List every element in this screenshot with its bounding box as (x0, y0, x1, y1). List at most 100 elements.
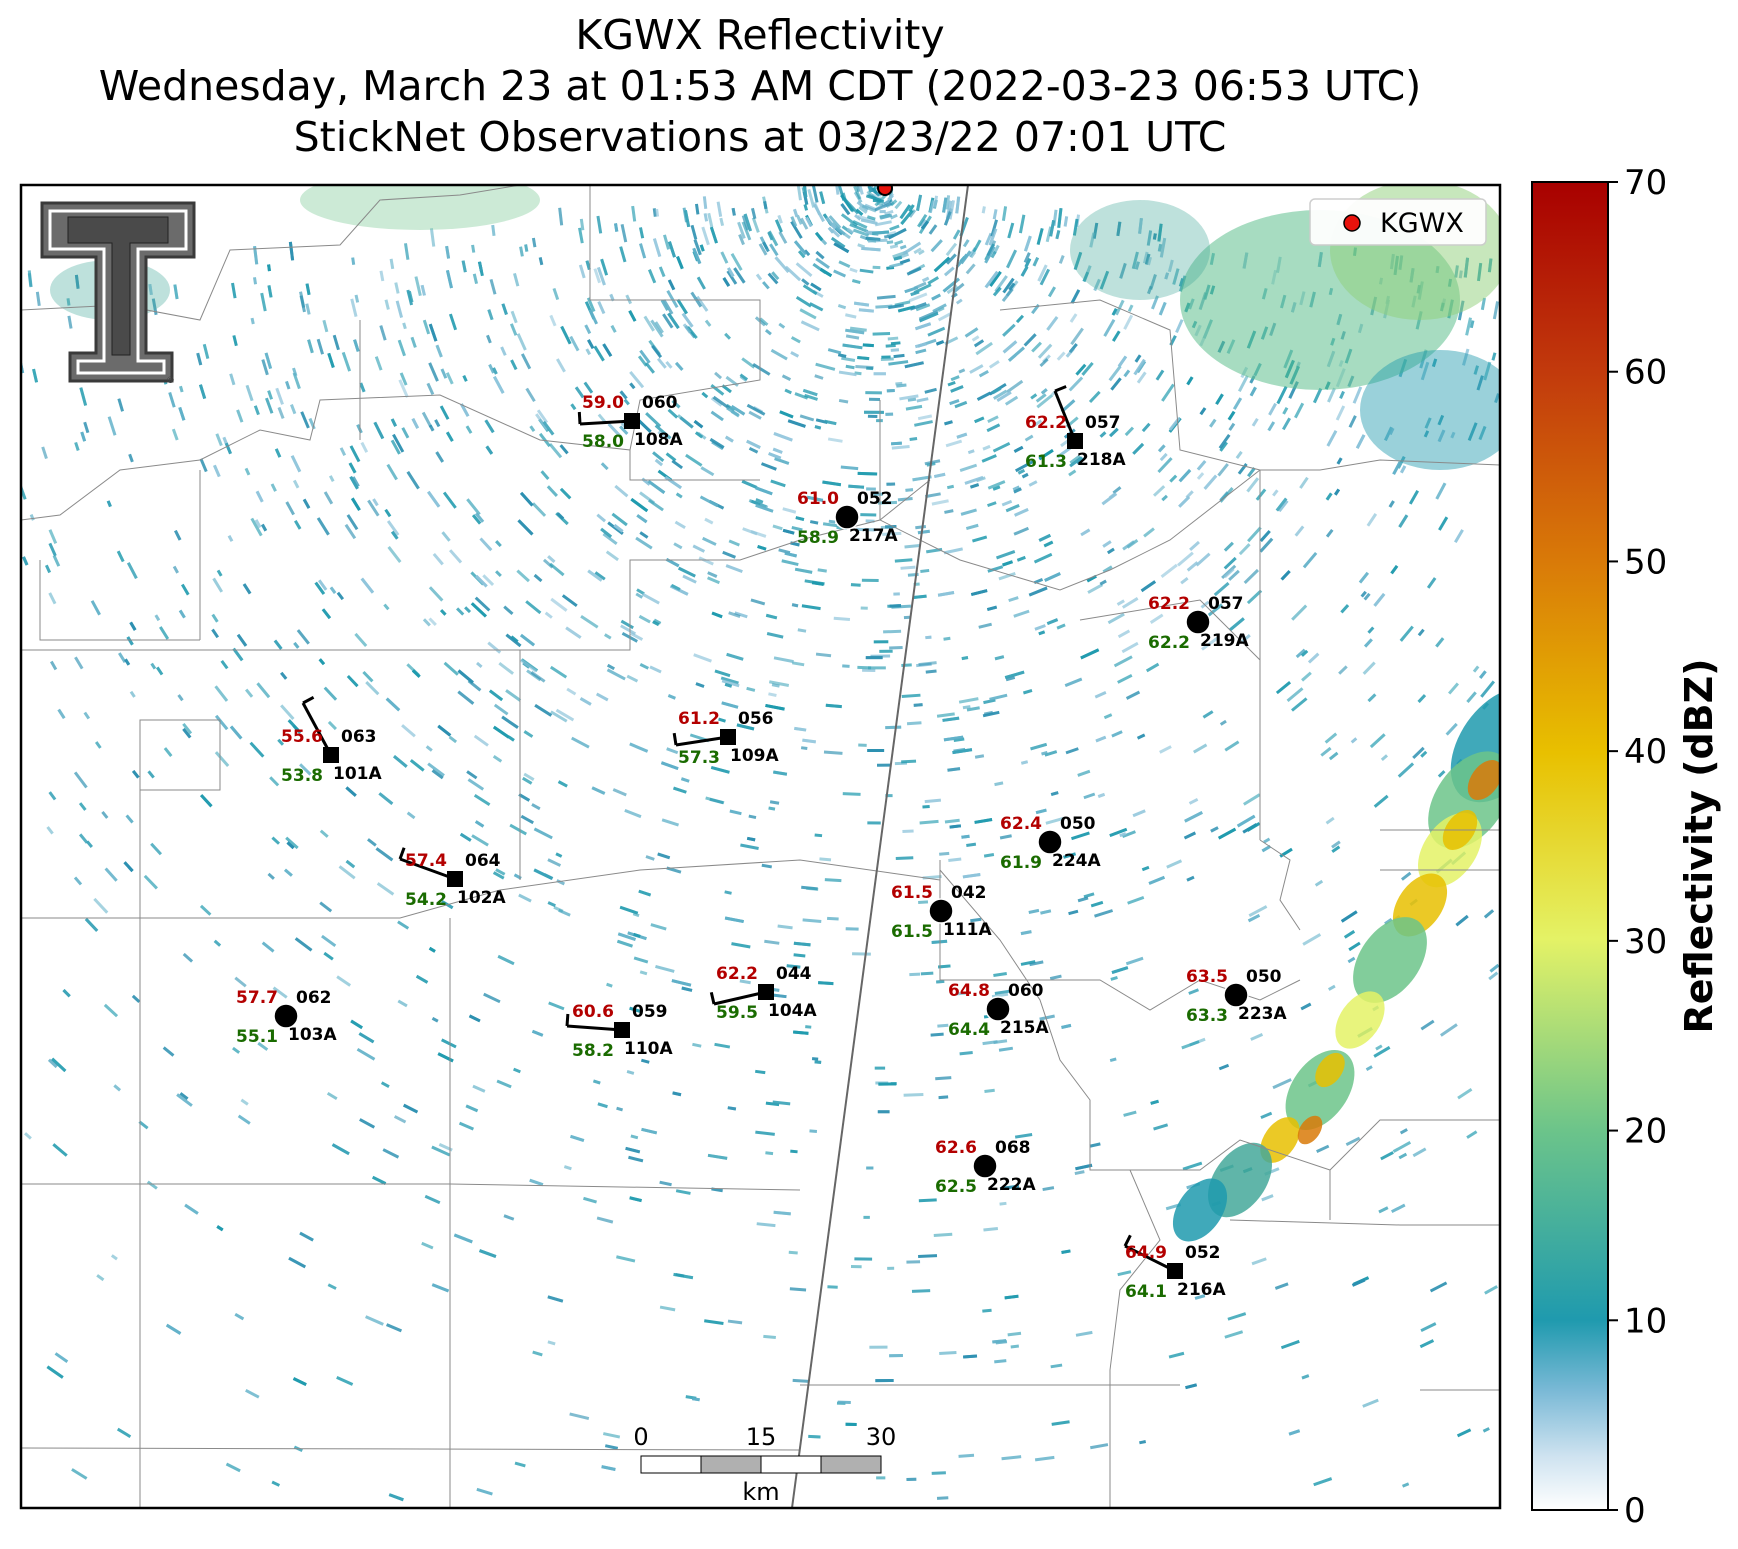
station-dewpoint: 58.2 (572, 1041, 614, 1061)
legend-marker-icon (1343, 214, 1361, 232)
radar-beam-artifact-line (791, 185, 969, 1508)
scalebar-tick-0: 0 (633, 1423, 648, 1451)
station-224A: 62.4 050 61.9 224A (1000, 814, 1101, 873)
station-id: 102A (457, 888, 506, 908)
station-dewpoint: 58.0 (582, 432, 624, 452)
station-dewpoint: 64.1 (1125, 1282, 1167, 1302)
station-id: 109A (730, 746, 779, 766)
map-panel: 59.0 060 58.0 108A 62.2 057 61.3 218A 61.0 052 58.… (21, 185, 1500, 1508)
station-temperature: 57.7 (236, 988, 278, 1008)
station-id: 101A (333, 764, 382, 784)
legend-label: KGWX (1380, 208, 1464, 239)
wind-barb-flag (577, 411, 582, 425)
station-id: 215A (1000, 1018, 1049, 1038)
colorbar-tick-label: 40 (1624, 732, 1667, 772)
station-id: 219A (1200, 631, 1249, 651)
station-temperature: 64.9 (1125, 1243, 1167, 1263)
station-dewpoint: 61.9 (1000, 853, 1042, 873)
station-pressure: 052 (857, 489, 893, 509)
station-temperature: 62.2 (1148, 594, 1190, 614)
wind-barb-flag (709, 991, 716, 1005)
wind-barb-staff (301, 702, 333, 756)
station-temperature: 55.6 (281, 727, 323, 747)
station-circle-marker (1223, 982, 1249, 1008)
station-temperature: 62.2 (716, 964, 758, 984)
station-id: 217A (849, 526, 898, 546)
station-id: 216A (1177, 1280, 1226, 1300)
station-id: 108A (634, 430, 683, 450)
station-dewpoint: 53.8 (281, 766, 323, 786)
station-218A: 62.2 057 61.3 218A (1025, 385, 1126, 472)
station-temperature: 57.4 (405, 851, 447, 871)
station-pressure: 042 (951, 883, 987, 903)
station-pressure: 057 (1085, 413, 1121, 433)
station-dewpoint: 55.1 (236, 1027, 278, 1047)
station-pressure: 059 (632, 1002, 668, 1022)
station-circle-marker (972, 1153, 998, 1179)
scalebar-tick-1: 15 (746, 1423, 777, 1451)
station-pressure: 050 (1060, 814, 1096, 834)
station-104A: 62.2 044 59.5 104A (709, 964, 817, 1023)
station-111A: 61.5 042 61.5 111A (891, 883, 992, 942)
station-pressure: 062 (296, 988, 332, 1008)
station-dewpoint: 61.5 (891, 922, 933, 942)
wind-barb-staff (675, 735, 729, 747)
station-dewpoint: 57.3 (678, 748, 720, 768)
station-square-marker (758, 984, 774, 1000)
colorbar-tick-label: 10 (1624, 1301, 1667, 1341)
colorbar-tick-label: 70 (1624, 163, 1667, 203)
station-temperature: 61.5 (891, 883, 933, 903)
station-102A: 57.4 064 54.2 102A (398, 847, 506, 910)
station-temperature: 64.8 (948, 981, 990, 1001)
wind-barb-staff (1053, 390, 1077, 442)
station-pressure: 068 (995, 1138, 1031, 1158)
station-pressure: 060 (1008, 981, 1044, 1001)
station-temperature: 60.6 (572, 1002, 614, 1022)
station-pressure: 050 (1246, 967, 1282, 987)
station-dewpoint: 62.5 (935, 1177, 977, 1197)
station-id: 224A (1052, 851, 1101, 871)
station-temperature: 62.4 (1000, 814, 1042, 834)
map-frame (19, 183, 1502, 1510)
colorbar-ticks: 0 10 20 30 40 50 60 70 (1608, 163, 1667, 1531)
station-222A: 62.6 068 62.5 222A (935, 1138, 1036, 1197)
station-circle-marker (834, 504, 860, 530)
station-dewpoint: 58.9 (797, 528, 839, 548)
station-223A: 63.5 050 63.3 223A (1186, 967, 1287, 1026)
station-square-marker (1067, 433, 1083, 449)
title-time: Wednesday, March 23 at 01:53 AM CDT (202… (98, 62, 1422, 110)
station-temperature: 63.5 (1186, 967, 1228, 987)
ttu-logo: ® (40, 201, 196, 386)
station-temperature: 62.6 (935, 1138, 977, 1158)
station-id: 218A (1077, 450, 1126, 470)
station-id: 104A (768, 1001, 817, 1021)
station-square-marker (1167, 1263, 1183, 1279)
wind-barb-flag (302, 695, 315, 705)
legend: KGWX (1309, 198, 1487, 246)
wind-barb-staff (713, 990, 767, 1006)
wind-barb-flag (1123, 1234, 1132, 1247)
station-square-marker (720, 729, 736, 745)
station-temperature: 62.2 (1025, 413, 1067, 433)
station-id: 222A (987, 1175, 1036, 1195)
colorbar-tick-label: 50 (1624, 542, 1667, 582)
legend-box (1309, 198, 1487, 246)
sticknet-stations: 59.0 060 58.0 108A 62.2 057 61.3 218A 61.0 052 58.… (236, 385, 1287, 1302)
wind-barb-flag (398, 847, 406, 860)
station-temperature: 61.0 (797, 489, 839, 509)
station-dewpoint: 61.3 (1025, 452, 1067, 472)
colorbar-tick-label: 60 (1624, 353, 1667, 393)
station-circle-marker (1037, 829, 1063, 855)
wind-barb-staff (399, 857, 456, 881)
station-108A: 59.0 060 58.0 108A (577, 393, 683, 452)
colorbar-tick-label: 20 (1624, 1112, 1667, 1152)
station-id: 110A (624, 1039, 673, 1059)
station-dewpoint: 64.4 (948, 1020, 990, 1040)
station-pressure: 063 (341, 727, 377, 747)
wind-barb-flag (565, 1013, 570, 1027)
station-circle-marker (985, 996, 1011, 1022)
colorbar: 0 10 20 30 40 50 60 70 Reflectivity (dBZ) (1531, 163, 1721, 1531)
reflectivity-field (21, 185, 1500, 1502)
station-square-marker (614, 1022, 630, 1038)
